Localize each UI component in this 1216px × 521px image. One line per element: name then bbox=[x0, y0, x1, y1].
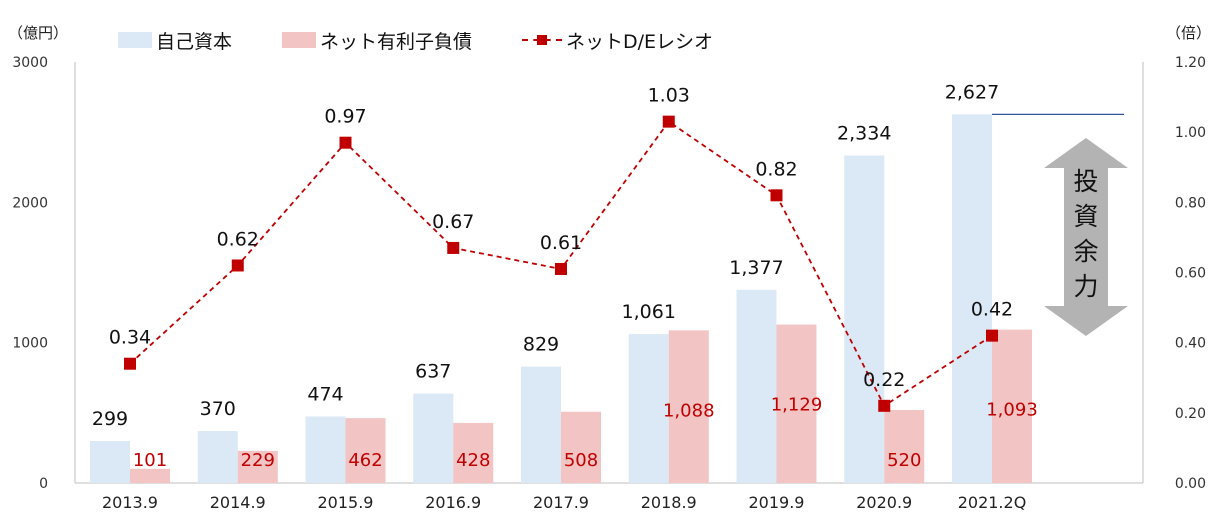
x-tick-label: 2016.9 bbox=[425, 493, 481, 512]
net-debt-data-label: 1,093 bbox=[986, 400, 1038, 421]
de-ratio-data-label: 0.62 bbox=[217, 228, 259, 250]
equity-bar bbox=[521, 366, 561, 483]
x-tick-label: 2014.9 bbox=[210, 493, 266, 512]
net-debt-bar bbox=[992, 329, 1032, 483]
de-ratio-data-label: 0.42 bbox=[971, 299, 1013, 321]
y-right-tick-label: 0.00 bbox=[1175, 476, 1206, 492]
equity-data-label: 829 bbox=[523, 334, 559, 356]
net-debt-bar bbox=[453, 422, 494, 483]
x-tick-label: 2019.9 bbox=[749, 493, 805, 512]
de-ratio-marker bbox=[662, 115, 675, 128]
de-ratio-marker bbox=[878, 399, 891, 412]
equity-data-label: 2,334 bbox=[837, 122, 891, 144]
equity-bar bbox=[197, 431, 238, 483]
legend-swatch-net-debt bbox=[282, 32, 316, 48]
y-right-tick-label: 0.80 bbox=[1175, 195, 1206, 211]
net-debt-bar bbox=[668, 330, 709, 483]
capacity-arrow-icon bbox=[1044, 138, 1128, 336]
x-tick-label: 2018.9 bbox=[641, 493, 697, 512]
y-right-tick-label: 1.00 bbox=[1175, 125, 1206, 141]
equity-data-label: 1,061 bbox=[622, 301, 676, 323]
net-debt-data-label: 229 bbox=[241, 450, 275, 471]
net-debt-bar bbox=[884, 410, 925, 483]
x-tick-label: 2017.9 bbox=[533, 493, 589, 512]
legend-swatch-equity bbox=[118, 32, 152, 48]
equity-data-label: 1,377 bbox=[729, 257, 783, 279]
de-ratio-data-label: 0.82 bbox=[755, 158, 797, 180]
de-ratio-data-label: 0.61 bbox=[540, 232, 582, 254]
net-debt-data-label: 428 bbox=[456, 450, 490, 471]
net-debt-bar bbox=[345, 418, 386, 483]
net-debt-data-label: 1,088 bbox=[663, 400, 715, 421]
net-debt-data-label: 101 bbox=[133, 450, 167, 471]
legend-item-de-ratio: ネットD/Eレシオ bbox=[522, 28, 714, 53]
equity-data-label: 370 bbox=[200, 398, 236, 420]
y-right-tick-label: 0.40 bbox=[1175, 336, 1206, 352]
de-ratio-marker bbox=[770, 189, 783, 202]
equity-data-label: 2,627 bbox=[945, 81, 999, 103]
equity-data-label: 637 bbox=[415, 361, 451, 383]
net-debt-data-label: 508 bbox=[564, 450, 598, 471]
de-ratio-marker bbox=[986, 329, 998, 342]
net-debt-data-label: 1,129 bbox=[771, 395, 823, 416]
x-tick-label: 2021.2Q bbox=[958, 493, 1027, 512]
y-left-tick-label: 3000 bbox=[12, 55, 48, 71]
equity-bar bbox=[628, 334, 669, 483]
legend-label-equity: 自己資本 bbox=[156, 30, 233, 53]
equity-data-label: 474 bbox=[307, 383, 343, 405]
y-left-tick-label: 0 bbox=[39, 476, 48, 492]
equity-data-label: 299 bbox=[92, 408, 128, 430]
legend-item-net-debt: ネット有利子負債 bbox=[282, 28, 473, 53]
equity-bar bbox=[90, 441, 130, 483]
equity-bar bbox=[413, 393, 454, 483]
equity-bar bbox=[305, 416, 346, 483]
legend-item-equity: 自己資本 bbox=[118, 28, 233, 53]
x-tick-label: 2013.9 bbox=[102, 493, 158, 512]
de-ratio-marker bbox=[231, 259, 244, 272]
de-ratio-data-label: 0.34 bbox=[109, 327, 151, 349]
de-ratio-data-label: 0.22 bbox=[863, 369, 905, 391]
x-tick-label: 2020.9 bbox=[856, 493, 912, 512]
de-ratio-marker bbox=[339, 136, 352, 149]
right-axis-unit: （倍） bbox=[1166, 24, 1212, 42]
y-left-tick-label: 1000 bbox=[12, 336, 48, 352]
de-ratio-marker bbox=[555, 262, 567, 275]
legend-swatch-de-ratio bbox=[522, 32, 562, 48]
net-debt-bar bbox=[237, 450, 278, 483]
de-ratio-data-label: 1.03 bbox=[648, 85, 690, 107]
net-debt-bar bbox=[130, 468, 170, 483]
net-debt-bar bbox=[561, 411, 601, 483]
equity-bar bbox=[952, 114, 992, 483]
de-ratio-marker bbox=[124, 357, 136, 370]
y-left-tick-label: 2000 bbox=[12, 195, 48, 211]
de-ratio-data-label: 0.67 bbox=[432, 211, 474, 233]
x-tick-label: 2015.9 bbox=[318, 493, 374, 512]
de-ratio-data-label: 0.97 bbox=[324, 106, 366, 128]
equity-bar bbox=[844, 155, 885, 483]
y-right-tick-label: 0.60 bbox=[1175, 266, 1206, 282]
y-right-tick-label: 0.20 bbox=[1175, 406, 1206, 422]
left-axis-unit: （億円） bbox=[8, 24, 69, 42]
net-debt-data-label: 462 bbox=[348, 450, 382, 471]
capacity-annotation: 投資余力 bbox=[1073, 167, 1099, 301]
net-debt-bar bbox=[776, 324, 817, 483]
y-right-tick-label: 1.20 bbox=[1175, 55, 1206, 71]
de-ratio-marker bbox=[447, 241, 460, 254]
legend-label-de-ratio: ネットD/Eレシオ bbox=[566, 30, 714, 53]
legend-label-net-debt: ネット有利子負債 bbox=[320, 30, 473, 53]
net-debt-data-label: 520 bbox=[887, 450, 921, 471]
equity-bar bbox=[736, 289, 777, 483]
